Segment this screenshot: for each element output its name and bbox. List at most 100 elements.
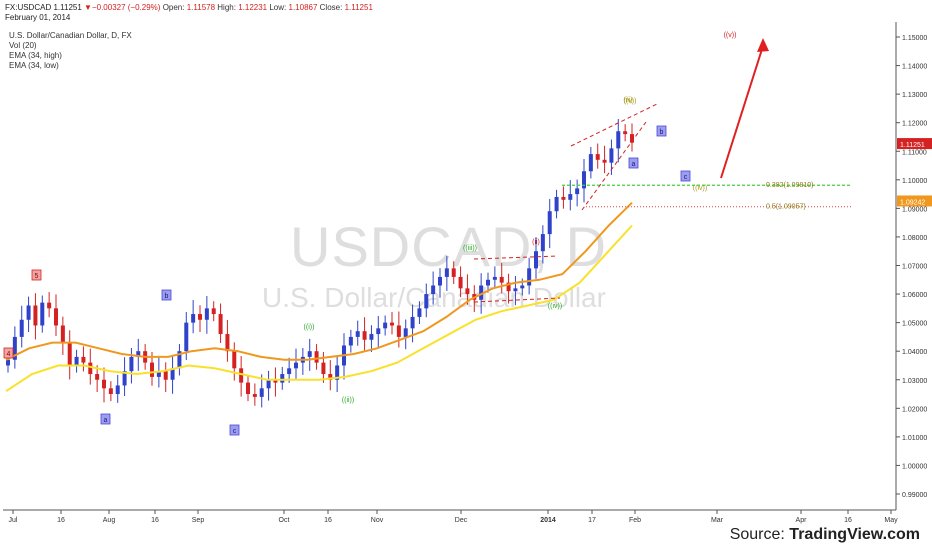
y-tick-label: 1.03000 [902, 378, 927, 385]
candle-body [54, 308, 58, 326]
candle-body [246, 382, 250, 395]
candle-body [280, 374, 285, 383]
candle-body [588, 154, 593, 172]
candle-body [582, 171, 586, 189]
candle-body [424, 294, 429, 309]
wave-label-text: ((i)) [304, 324, 315, 331]
candle-body [74, 356, 79, 366]
y-tick-label: 1.12000 [902, 121, 927, 128]
price-tag-ema [897, 195, 932, 207]
legend-item-ema-high[interactable]: EMA (34, high) [9, 51, 62, 60]
legend-item-vol[interactable]: Vol (20) [9, 41, 37, 50]
candle-body [616, 131, 621, 149]
x-tick-label: May [884, 517, 898, 524]
candle-body [259, 388, 264, 397]
source-brand: TradingView.com [789, 526, 920, 543]
candle-body [335, 365, 340, 380]
x-tick-label: Nov [371, 517, 384, 524]
wave-label-text: ((iv)) [548, 303, 562, 310]
open-value: 1.11578 [186, 3, 216, 12]
candle-body [561, 196, 566, 200]
candle-body [369, 334, 374, 340]
candle-body [129, 356, 134, 372]
y-tick-label: 1.05000 [902, 321, 927, 328]
wave-label-text: ((v)) [724, 32, 737, 39]
wave-label-box [628, 157, 639, 169]
candle-body [383, 322, 388, 329]
x-tick-label: Sep [192, 517, 205, 524]
triangle-upper-line [473, 255, 559, 260]
candle-body [287, 368, 292, 375]
candle-body [102, 379, 106, 389]
x-tick-label: 16 [844, 517, 852, 524]
candle-body [554, 196, 559, 212]
wave-label-text: c [684, 174, 688, 181]
close-value: 1.11251 [344, 3, 373, 12]
candle-body [451, 268, 456, 277]
candle-body [191, 314, 196, 323]
candle-body [540, 234, 545, 252]
candle-body [88, 362, 93, 375]
x-tick-label: Dec [455, 517, 468, 524]
wave-label-text: 5 [35, 273, 39, 280]
close-label: Close: [319, 3, 343, 12]
candle-body [314, 351, 319, 363]
wave-label-text: c [233, 428, 237, 435]
x-tick-label: 16 [151, 517, 159, 524]
candle-body [211, 308, 216, 315]
legend-item-ema-low[interactable]: EMA (34, low) [9, 61, 59, 70]
y-tick-label: 1.13000 [902, 92, 927, 99]
diagonal-upper-line [570, 103, 658, 147]
candle-body [417, 308, 422, 317]
candle-body [547, 211, 552, 235]
low-value: 1.10867 [288, 3, 318, 12]
candle-body [410, 316, 415, 329]
candle-body [239, 368, 244, 383]
candle-body [19, 319, 24, 337]
triangle-lower-line [473, 297, 561, 303]
price-tag-label: 1.09242 [900, 199, 925, 206]
x-tick-label: 16 [324, 517, 332, 524]
candle-body [396, 325, 401, 337]
wave-label-box [680, 170, 691, 182]
candle-body [136, 351, 141, 357]
candle-body [266, 379, 271, 389]
y-tick-label: 1.10000 [902, 178, 927, 185]
candle-body [595, 154, 600, 160]
wave-label-text: ((iii)) [463, 245, 477, 252]
y-tick-label: 1.02000 [902, 406, 927, 413]
candle-body [95, 374, 100, 380]
candle-body [527, 268, 532, 286]
y-tick-label: 1.08000 [902, 235, 927, 242]
high-value: 1.12231 [238, 3, 268, 12]
candle-body [403, 328, 408, 337]
symbol-label: FX:USDCAD [5, 3, 52, 12]
x-tick-label: Mar [711, 517, 724, 524]
x-tick-label: 17 [588, 517, 596, 524]
candle-body [376, 328, 381, 335]
candle-body [6, 359, 10, 366]
candle-body [81, 356, 86, 363]
last-price: 1.11251 [53, 3, 82, 12]
wave-label-box [3, 347, 14, 359]
candle-body [486, 279, 490, 286]
candle-body [163, 371, 168, 380]
y-tick-label: 1.00000 [902, 463, 927, 470]
candle-body [115, 385, 120, 395]
wave-label-text: ((iv)) [693, 185, 707, 192]
high-label: High: [217, 3, 236, 12]
wave-label-text: ((v)) [624, 98, 637, 105]
projection-arrow-line [720, 45, 764, 179]
candle-body [479, 285, 484, 300]
candle-body [47, 302, 52, 309]
candle-body [390, 322, 394, 326]
legend-title[interactable]: U.S. Dollar/Canadian Dollar, D, FX [9, 31, 132, 40]
wave-label-text: (ii) [532, 239, 540, 246]
y-tick-label: 1.11000 [902, 149, 927, 156]
open-label: Open: [162, 3, 185, 12]
low-label: Low: [269, 3, 287, 12]
candle-body [273, 379, 278, 383]
wave-label-text: (iii) [623, 97, 632, 104]
x-tick-label: Jul [9, 517, 18, 524]
